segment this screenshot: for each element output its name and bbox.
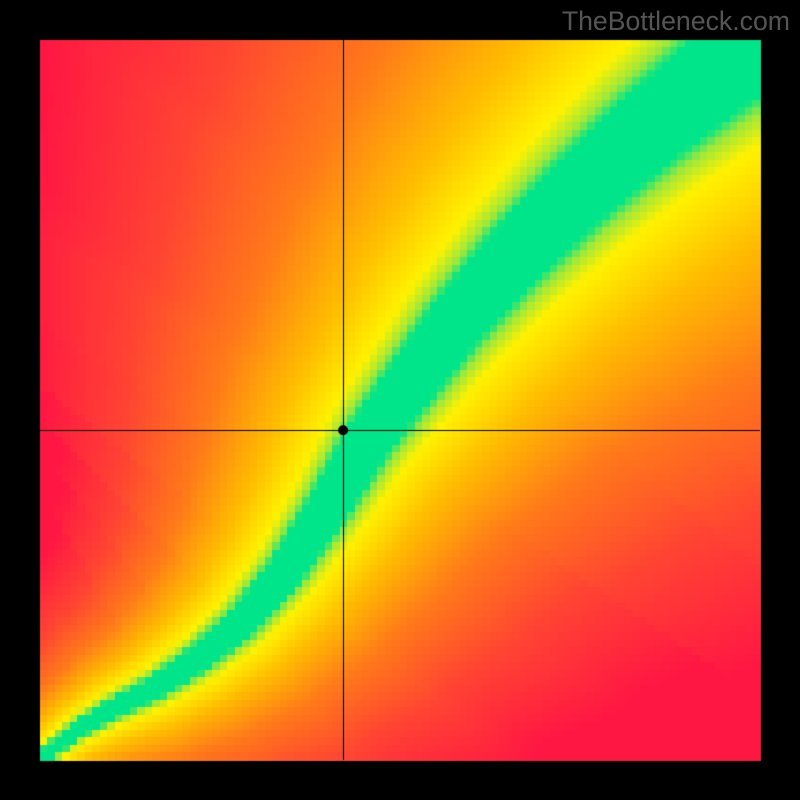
chart-container: { "meta": { "type": "heatmap", "width_px… [0, 0, 800, 800]
bottleneck-heatmap [0, 0, 800, 800]
